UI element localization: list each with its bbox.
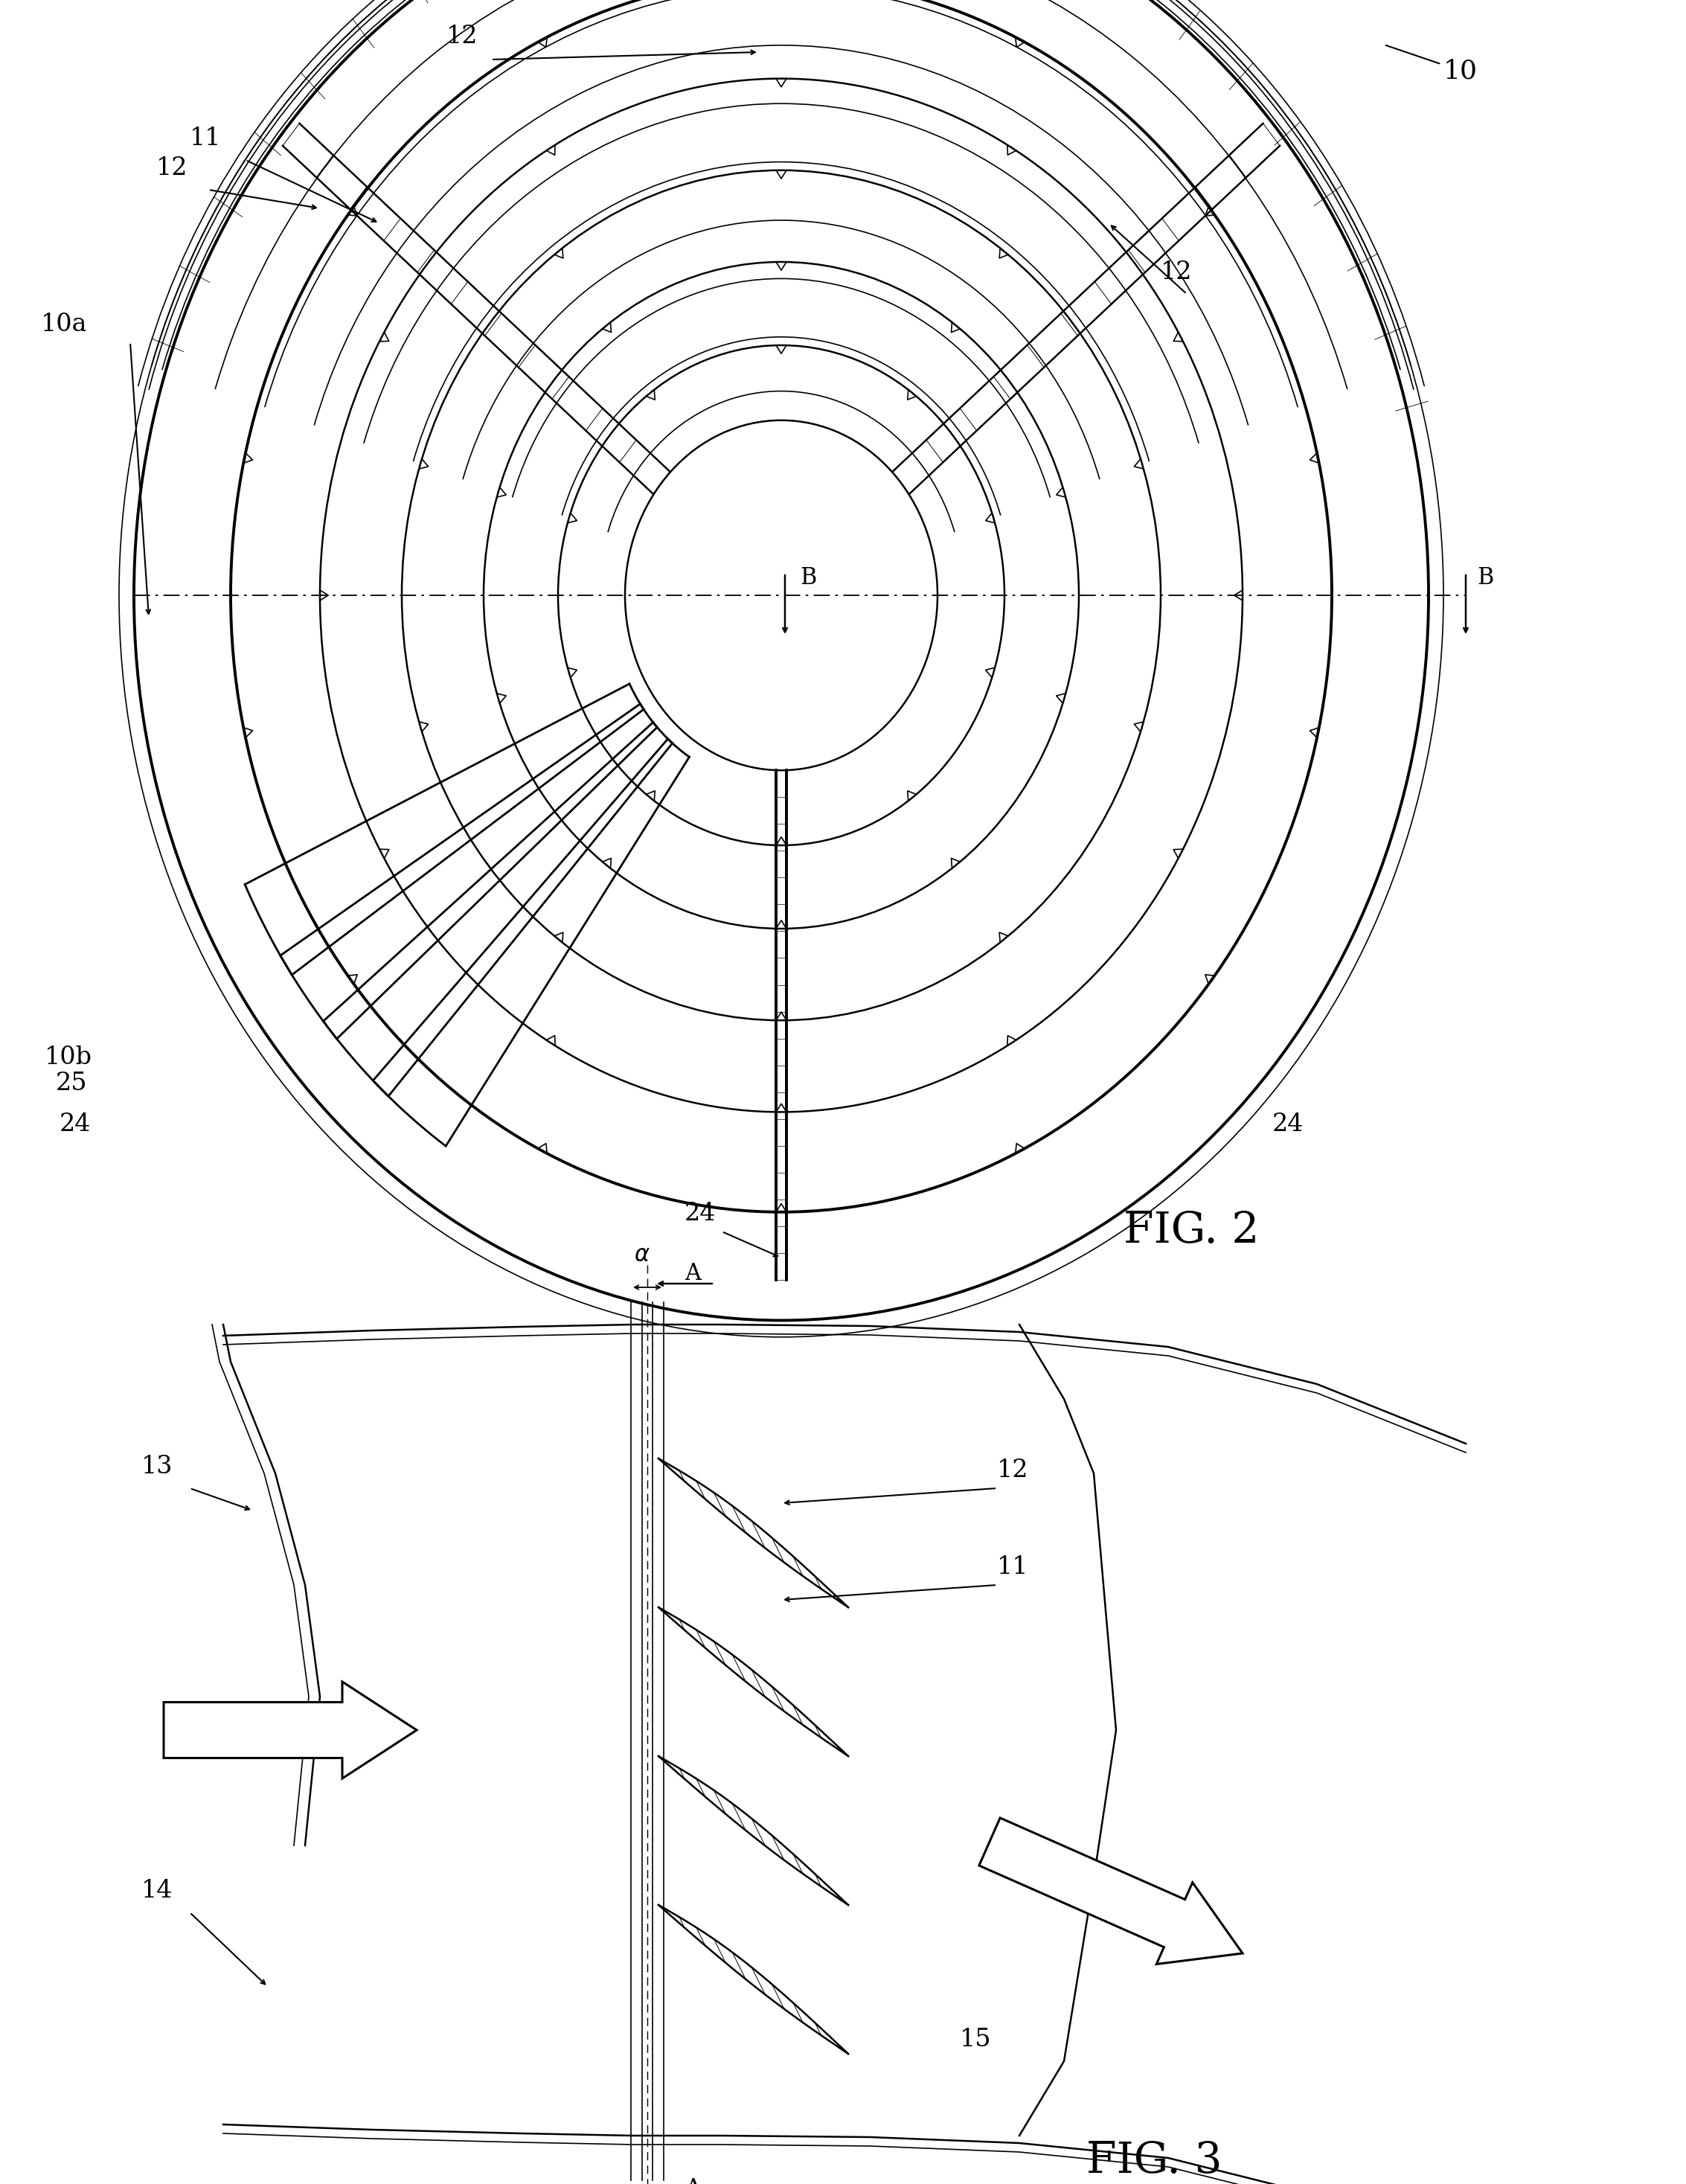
Text: 12: 12: [1160, 260, 1192, 284]
Text: 13: 13: [142, 1455, 174, 1479]
Text: $\alpha$: $\alpha$: [634, 1245, 651, 1267]
Text: 14: 14: [142, 1878, 174, 1902]
FancyArrow shape: [164, 1682, 416, 1778]
Text: B: B: [799, 566, 816, 590]
Text: A: A: [685, 1262, 701, 1284]
Text: B: B: [1477, 566, 1494, 590]
Text: FIG. 2: FIG. 2: [1123, 1210, 1259, 1251]
Text: 11: 11: [996, 1555, 1028, 1579]
Text: A: A: [685, 2177, 701, 2184]
Text: 12: 12: [996, 1459, 1028, 1483]
Text: 15: 15: [959, 2027, 991, 2051]
Text: 12: 12: [157, 157, 187, 179]
Text: 25: 25: [56, 1072, 88, 1096]
Text: 11: 11: [191, 127, 221, 151]
Text: 24: 24: [1273, 1112, 1303, 1136]
Text: 10a: 10a: [40, 312, 88, 336]
Text: 10: 10: [1386, 46, 1477, 83]
Text: 12: 12: [447, 24, 479, 48]
Text: 10b: 10b: [44, 1046, 93, 1070]
Text: 24: 24: [59, 1112, 91, 1136]
Text: FIG. 3: FIG. 3: [1086, 2140, 1222, 2182]
Text: 24: 24: [685, 1201, 717, 1225]
FancyArrow shape: [980, 1817, 1243, 1963]
